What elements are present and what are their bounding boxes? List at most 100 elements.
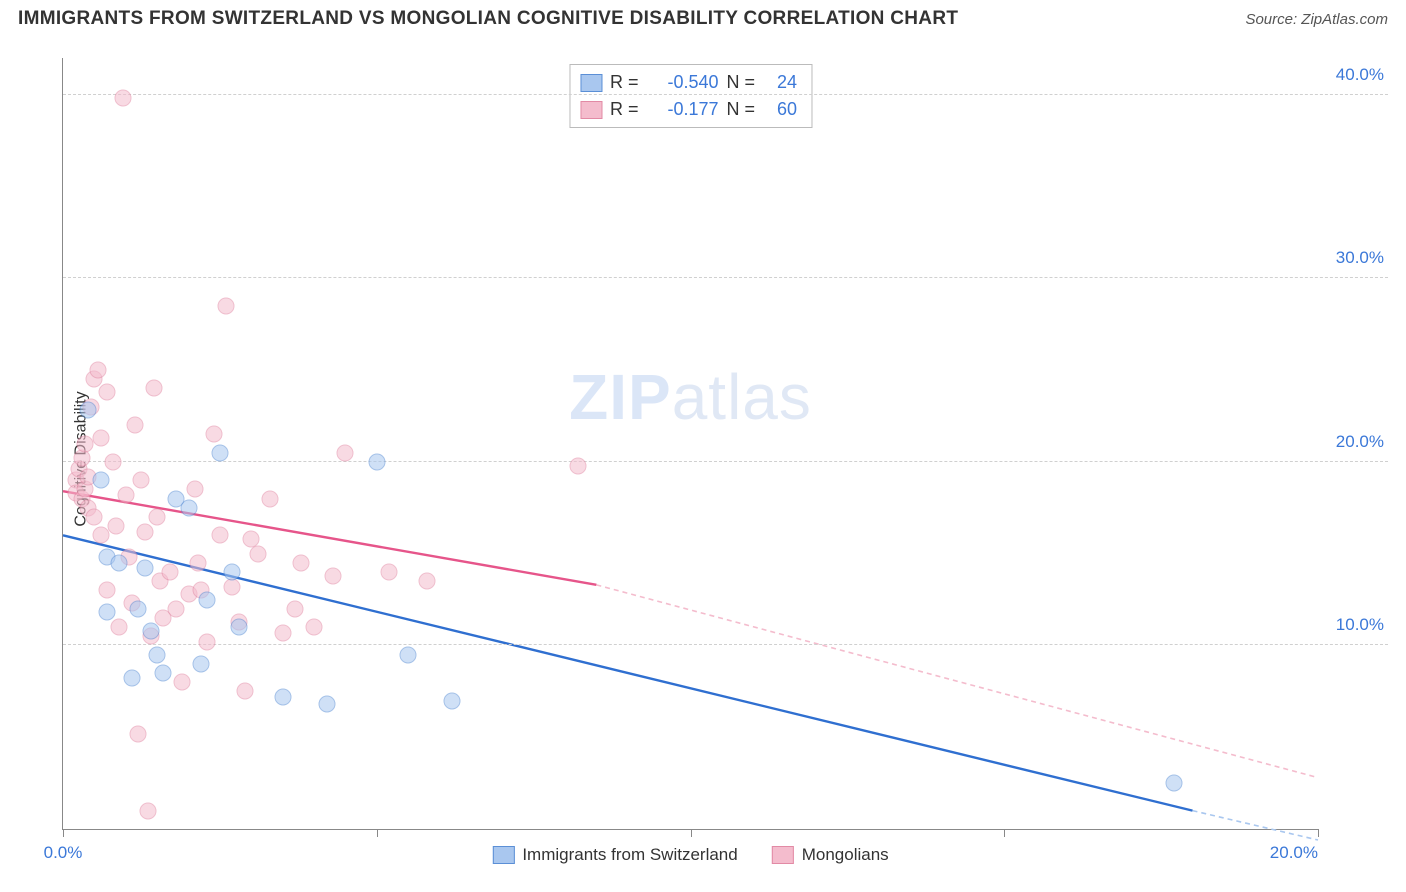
data-point-mongolian	[199, 633, 216, 650]
r-label: R =	[610, 69, 639, 96]
gridline	[63, 461, 1388, 462]
data-point-mongolian	[381, 564, 398, 581]
data-point-mongolian	[98, 582, 115, 599]
data-point-mongolian	[86, 508, 103, 525]
swatch-swiss	[492, 846, 514, 864]
data-point-mongolian	[418, 573, 435, 590]
data-point-mongolian	[174, 674, 191, 691]
data-point-swiss	[444, 692, 461, 709]
data-point-swiss	[274, 688, 291, 705]
x-tick-label-min: 0.0%	[44, 843, 83, 863]
data-point-swiss	[230, 619, 247, 636]
data-point-swiss	[98, 604, 115, 621]
x-tick-label-max: 20.0%	[1270, 843, 1318, 863]
chart-area: Cognitive Disability ZIPatlas R = -0.540…	[18, 44, 1388, 874]
data-point-swiss	[92, 472, 109, 489]
x-tick	[1318, 829, 1319, 837]
n-value-swiss: 24	[763, 69, 797, 96]
data-point-mongolian	[287, 600, 304, 617]
r-value-mongolian: -0.177	[647, 96, 719, 123]
data-point-mongolian	[149, 508, 166, 525]
data-point-mongolian	[262, 490, 279, 507]
source-attribution: Source: ZipAtlas.com	[1245, 11, 1388, 28]
data-point-mongolian	[117, 486, 134, 503]
data-point-swiss	[111, 554, 128, 571]
x-tick	[63, 829, 64, 837]
legend-label-mongolian: Mongolians	[802, 845, 889, 865]
data-point-swiss	[136, 560, 153, 577]
trend-lines	[63, 58, 1318, 829]
watermark: ZIPatlas	[569, 360, 812, 434]
data-point-mongolian	[136, 523, 153, 540]
chart-title: IMMIGRANTS FROM SWITZERLAND VS MONGOLIAN…	[18, 8, 958, 30]
data-point-swiss	[400, 646, 417, 663]
data-point-swiss	[130, 600, 147, 617]
data-point-mongolian	[139, 802, 156, 819]
x-tick	[1004, 829, 1005, 837]
stats-row-mongolian: R = -0.177 N = 60	[580, 96, 797, 123]
data-point-mongolian	[324, 567, 341, 584]
data-point-swiss	[124, 670, 141, 687]
data-point-mongolian	[569, 457, 586, 474]
data-point-swiss	[180, 499, 197, 516]
data-point-mongolian	[274, 624, 291, 641]
plot-area: ZIPatlas R = -0.540 N = 24 R = -0.177 N …	[62, 58, 1318, 830]
y-tick-label: 10.0%	[1336, 615, 1384, 635]
data-point-mongolian	[161, 564, 178, 581]
data-point-mongolian	[337, 444, 354, 461]
data-point-mongolian	[98, 384, 115, 401]
n-label: N =	[727, 69, 756, 96]
n-label: N =	[727, 96, 756, 123]
legend-label-swiss: Immigrants from Switzerland	[522, 845, 737, 865]
data-point-mongolian	[92, 430, 109, 447]
n-value-mongolian: 60	[763, 96, 797, 123]
legend-item-swiss: Immigrants from Switzerland	[492, 845, 737, 865]
y-tick-label: 20.0%	[1336, 432, 1384, 452]
watermark-light: atlas	[672, 361, 812, 433]
stats-row-swiss: R = -0.540 N = 24	[580, 69, 797, 96]
data-point-mongolian	[186, 481, 203, 498]
data-point-mongolian	[211, 527, 228, 544]
data-point-mongolian	[114, 90, 131, 107]
swatch-swiss	[580, 74, 602, 92]
data-point-mongolian	[108, 518, 125, 535]
data-point-mongolian	[224, 578, 241, 595]
data-point-swiss	[155, 664, 172, 681]
chart-header: IMMIGRANTS FROM SWITZERLAND VS MONGOLIAN…	[0, 0, 1406, 38]
data-point-mongolian	[127, 417, 144, 434]
y-tick-label: 40.0%	[1336, 65, 1384, 85]
legend-item-mongolian: Mongolians	[772, 845, 889, 865]
gridline	[63, 277, 1388, 278]
swatch-mongolian	[772, 846, 794, 864]
data-point-mongolian	[205, 426, 222, 443]
r-value-swiss: -0.540	[647, 69, 719, 96]
y-tick-label: 30.0%	[1336, 248, 1384, 268]
stats-legend: R = -0.540 N = 24 R = -0.177 N = 60	[569, 64, 812, 128]
data-point-mongolian	[243, 530, 260, 547]
data-point-mongolian	[218, 297, 235, 314]
data-point-mongolian	[73, 450, 90, 467]
data-point-mongolian	[236, 683, 253, 700]
data-point-mongolian	[133, 472, 150, 489]
data-point-swiss	[318, 696, 335, 713]
data-point-mongolian	[293, 554, 310, 571]
data-point-mongolian	[189, 554, 206, 571]
data-point-swiss	[1165, 775, 1182, 792]
data-point-swiss	[211, 444, 228, 461]
swatch-mongolian	[580, 101, 602, 119]
series-legend: Immigrants from Switzerland Mongolians	[492, 845, 888, 865]
data-point-swiss	[142, 622, 159, 639]
data-point-swiss	[193, 655, 210, 672]
data-point-swiss	[199, 591, 216, 608]
r-label: R =	[610, 96, 639, 123]
data-point-swiss	[80, 402, 97, 419]
watermark-bold: ZIP	[569, 361, 672, 433]
data-point-swiss	[224, 564, 241, 581]
data-point-mongolian	[105, 453, 122, 470]
data-point-mongolian	[89, 362, 106, 379]
data-point-mongolian	[145, 380, 162, 397]
gridline	[63, 644, 1388, 645]
data-point-mongolian	[130, 725, 147, 742]
x-tick	[691, 829, 692, 837]
data-point-mongolian	[76, 435, 93, 452]
